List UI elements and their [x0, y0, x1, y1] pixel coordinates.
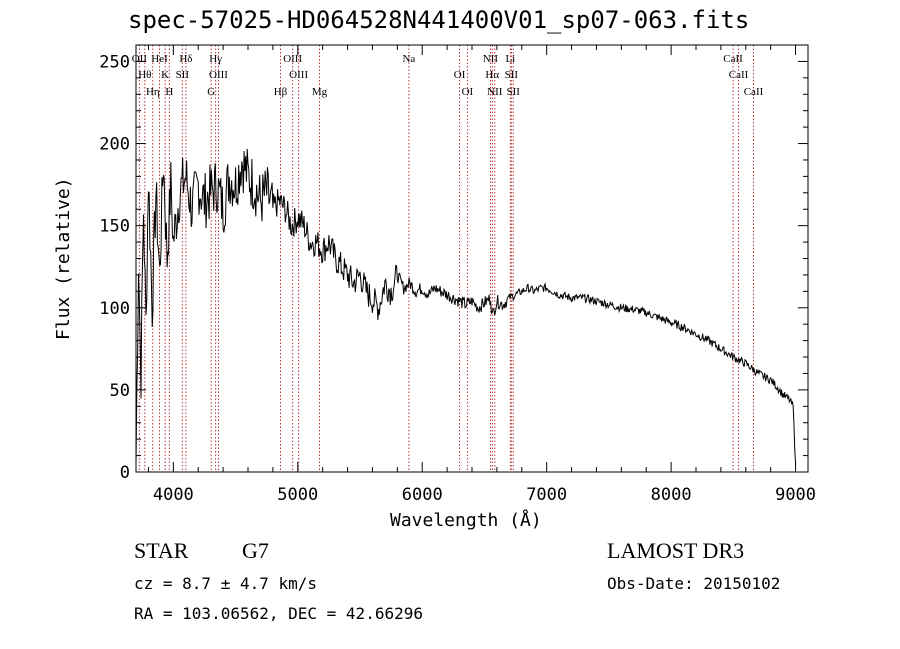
- redshift-text: cz = 8.7 ± 4.7 km/s: [134, 574, 318, 593]
- line-label-6: Hδ: [179, 53, 192, 65]
- line-label-2: Hη: [146, 86, 160, 98]
- line-label-10: OIII: [209, 69, 228, 81]
- line-label-4: K: [161, 69, 169, 81]
- line-label-17: OI: [462, 86, 474, 98]
- line-label-0: OII: [132, 53, 148, 65]
- line-label-12: OIII: [283, 53, 302, 65]
- y-tick-label-50: 50: [110, 381, 130, 401]
- line-label-7: SII: [176, 69, 190, 81]
- line-label-22: SII: [505, 69, 519, 81]
- y-tick-label-200: 200: [99, 135, 130, 155]
- line-label-14: Mg: [312, 86, 328, 98]
- coordinates: RA = 103.06562, DEC = 42.66296: [134, 604, 423, 623]
- x-tick-label-4000: 4000: [153, 485, 194, 505]
- line-label-25: CaII: [729, 69, 749, 81]
- line-label-19: Hα: [485, 69, 499, 81]
- line-label-15: Na: [402, 53, 415, 65]
- line-label-18: NII: [483, 53, 499, 65]
- plot-frame: [135, 44, 809, 473]
- line-label-16: OI: [454, 69, 466, 81]
- x-tick-label-7000: 7000: [526, 485, 567, 505]
- y-tick-label-100: 100: [99, 299, 130, 319]
- y-axis-label: Flux (relative): [53, 177, 74, 340]
- line-label-5: H: [165, 86, 173, 98]
- x-tick-label-6000: 6000: [402, 485, 443, 505]
- line-label-8: G: [207, 86, 215, 98]
- x-tick-label-5000: 5000: [277, 485, 318, 505]
- y-tick-label-150: 150: [99, 217, 130, 237]
- line-label-23: SII: [506, 86, 520, 98]
- y-tick-label-250: 250: [99, 52, 130, 72]
- line-label-9: Hγ: [209, 53, 222, 65]
- x-tick-label-9000: 9000: [775, 485, 816, 505]
- chart-title: spec-57025-HD064528N441400V01_sp07-063.f…: [128, 6, 750, 34]
- line-label-13: OIII: [289, 69, 308, 81]
- line-label-21: Li: [505, 53, 515, 65]
- line-label-20: NII: [487, 86, 503, 98]
- line-label-26: CaII: [744, 86, 764, 98]
- x-axis-label: Wavelength (Å): [390, 510, 542, 531]
- y-tick-label-0: 0: [120, 463, 130, 483]
- x-tick-label-8000: 8000: [651, 485, 692, 505]
- object-subclass: G7: [242, 538, 269, 563]
- object-class: STAR: [134, 538, 189, 563]
- flux-series-line: [135, 148, 797, 465]
- obs-date: Obs-Date: 20150102: [607, 574, 781, 593]
- line-label-24: CaII: [723, 53, 743, 65]
- line-label-3: HeI: [151, 53, 168, 65]
- line-label-1: Hθ: [138, 69, 151, 81]
- survey-name: LAMOST DR3: [607, 538, 745, 563]
- line-label-11: Hβ: [274, 86, 288, 98]
